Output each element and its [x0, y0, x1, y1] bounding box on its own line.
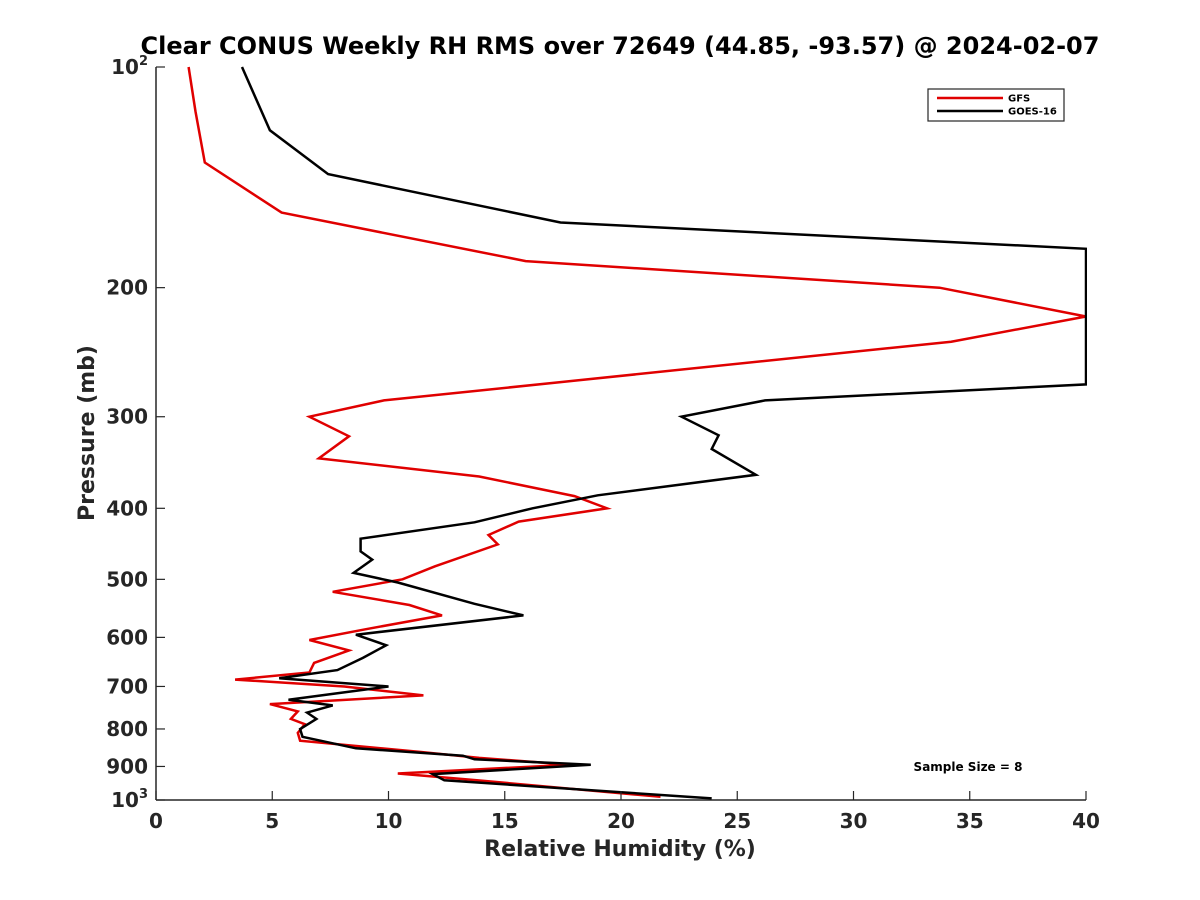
- legend: GFS GOES-16: [927, 88, 1065, 122]
- x-tick-label: 15: [491, 809, 519, 833]
- legend-label-gfs: GFS: [1008, 94, 1030, 105]
- plot-area: 0 5 10 15 20 25 30 35 40 102 200 300 400 500 600 700 80…: [106, 54, 1100, 833]
- y-tick-label: 900: [106, 754, 148, 778]
- x-tick-label: 0: [149, 809, 163, 833]
- y-tick-label: 102: [111, 54, 148, 79]
- x-tick-label: 25: [723, 809, 751, 833]
- x-ticks: 0 5 10 15 20 25 30 35 40: [149, 791, 1100, 833]
- y-tick-label: 500: [106, 567, 148, 591]
- y-tick-label: 300: [106, 405, 148, 429]
- series-layer: [187, 66, 1087, 800]
- axes-background: [156, 67, 1086, 800]
- x-axis-label: Relative Humidity (%): [484, 837, 756, 862]
- x-tick-label: 10: [375, 809, 403, 833]
- series-line-gfs: [187, 66, 1087, 799]
- x-tick-label: 35: [956, 809, 984, 833]
- series-line-goes-16: [240, 66, 1087, 800]
- y-ticks: 102 200 300 400 500 600 700 800 900 103: [106, 54, 165, 812]
- legend-box: [927, 88, 1065, 122]
- legend-label-goes-16: GOES-16: [1008, 107, 1057, 118]
- y-tick-label: 700: [106, 674, 148, 698]
- x-tick-label: 30: [840, 809, 868, 833]
- y-tick-label: 400: [106, 496, 148, 520]
- x-tick-label: 5: [265, 809, 279, 833]
- x-tick-label: 40: [1072, 809, 1100, 833]
- y-tick-label: 800: [106, 717, 148, 741]
- x-tick-label: 20: [607, 809, 635, 833]
- y-tick-label: 200: [106, 276, 148, 300]
- y-axis-label: Pressure (mb): [75, 345, 100, 521]
- sample-size-annotation: Sample Size = 8: [914, 760, 1023, 774]
- y-tick-label: 103: [111, 787, 148, 812]
- y-tick-label: 600: [106, 625, 148, 649]
- chart-title: Clear CONUS Weekly RH RMS over 72649 (44…: [141, 32, 1100, 60]
